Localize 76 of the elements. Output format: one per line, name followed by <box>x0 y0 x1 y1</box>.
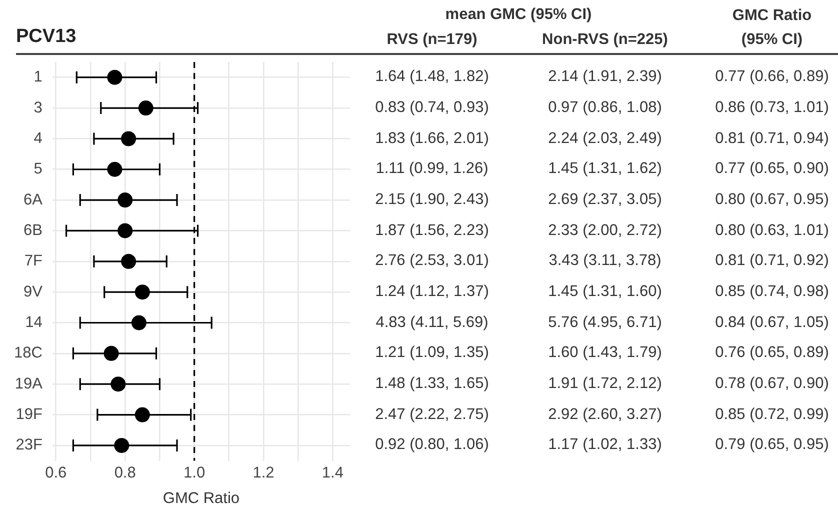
text: 0.80 (0.67, 0.95) <box>715 191 829 210</box>
text: 1.60 (1.43, 1.79) <box>548 344 662 362</box>
y-tick-label: 6B <box>23 222 42 240</box>
text: 1.83 (1.66, 2.01) <box>375 130 489 148</box>
text: 1.11 (0.99, 1.26) <box>376 160 488 178</box>
y-tick-label: 4 <box>34 130 43 147</box>
x-tick-label: 1.4 <box>322 464 344 482</box>
y-tick-label: 5 <box>34 160 42 178</box>
point <box>121 254 136 269</box>
x-axis-title: GMC Ratio <box>162 490 240 507</box>
text: 0.97 (0.86, 1.08) <box>548 99 662 117</box>
x-tick-label: 1.0 <box>184 464 206 482</box>
text: 0.83 (0.74, 0.93) <box>375 99 489 117</box>
text: 2.69 (2.37, 3.05) <box>548 191 662 210</box>
y-tick-label: 14 <box>25 314 43 332</box>
text: 2.24 (2.03, 2.49) <box>548 130 662 148</box>
category-label: GMC Ratio (95% CI) <box>731 6 813 50</box>
point <box>107 70 122 85</box>
text: 0.84 (0.67, 1.05) <box>715 314 829 332</box>
x-tick-label: 1.2 <box>252 464 274 482</box>
text: 0.78 (0.67, 0.90) <box>715 375 829 394</box>
point <box>118 192 133 208</box>
chart-title: PCV13 <box>16 26 76 48</box>
y-tick-label: 19A <box>14 375 44 392</box>
text: 0.81 (0.71, 0.92) <box>715 252 829 270</box>
text: 2.47 (2.22, 2.75) <box>375 406 489 424</box>
y-tick-label: 18C <box>14 344 42 362</box>
text: 0.85 (0.74, 0.98) <box>715 283 829 302</box>
text: 3.43 (3.11, 3.78) <box>548 252 662 270</box>
text: 2.76 (2.53, 3.01) <box>375 252 489 270</box>
text: 4.83 (4.11, 5.69) <box>376 314 488 332</box>
text: 1.87 (1.56, 2.23) <box>375 222 489 240</box>
text: 1.24 (1.12, 1.37) <box>375 283 489 302</box>
point <box>114 438 130 453</box>
y-tick-label: 6A <box>23 191 44 208</box>
point <box>104 346 119 361</box>
y-tick-label: 7F <box>24 252 42 270</box>
text: 2.92 (2.60, 3.27) <box>548 406 662 424</box>
text: 0.92 (0.80, 1.06) <box>375 436 489 454</box>
text: 5.76 (4.95, 6.71) <box>548 314 662 332</box>
point <box>110 376 126 392</box>
text: 1.21 (1.09, 1.35) <box>375 344 489 362</box>
text: 2.33 (2.00, 2.72) <box>548 222 662 240</box>
text: 0.81 (0.71, 0.94) <box>715 130 829 148</box>
text: 0.77 (0.65, 0.90) <box>715 160 829 178</box>
y-tick-label: 9V <box>23 283 44 300</box>
y-tick-label: 19F <box>16 406 42 424</box>
point <box>107 162 122 177</box>
y-tick-label: 3 <box>34 99 42 116</box>
text: 1.48 (1.33, 1.65) <box>375 375 489 394</box>
text: 0.77 (0.66, 0.89) <box>715 68 829 86</box>
y-tick-label: 23F <box>16 436 42 454</box>
text: 0.86 (0.73, 1.01) <box>715 99 829 117</box>
point <box>134 284 150 300</box>
text: 1.45 (1.31, 1.62) <box>548 160 662 178</box>
text: 0.79 (0.65, 0.95) <box>715 436 829 454</box>
x-tick-label: 0.6 <box>45 464 67 482</box>
point <box>118 223 133 238</box>
text: 1.17 (1.02, 1.33) <box>548 436 662 454</box>
text: 0.80 (0.63, 1.01) <box>715 222 829 240</box>
category-label: RVS (n=179) <box>386 31 478 49</box>
text: 1.45 (1.31, 1.60) <box>548 283 662 302</box>
y-tick-label: 1 <box>34 68 42 86</box>
point <box>131 315 146 330</box>
text: 2.15 (1.90, 2.43) <box>375 191 489 210</box>
text: 1.91 (1.72, 2.12) <box>548 375 662 394</box>
text: 0.76 (0.65, 0.89) <box>715 344 829 362</box>
text: 1.64 (1.48, 1.82) <box>375 68 489 86</box>
point <box>138 100 154 116</box>
point <box>134 407 150 422</box>
text: mean GMC (95% CI) <box>445 6 592 24</box>
point <box>121 131 136 146</box>
text: 2.14 (1.91, 2.39) <box>548 68 662 86</box>
category-label: Non-RVS (n=225) <box>542 31 668 49</box>
text: 0.85 (0.72, 0.99) <box>715 406 829 424</box>
x-tick-label: 0.8 <box>114 464 136 482</box>
